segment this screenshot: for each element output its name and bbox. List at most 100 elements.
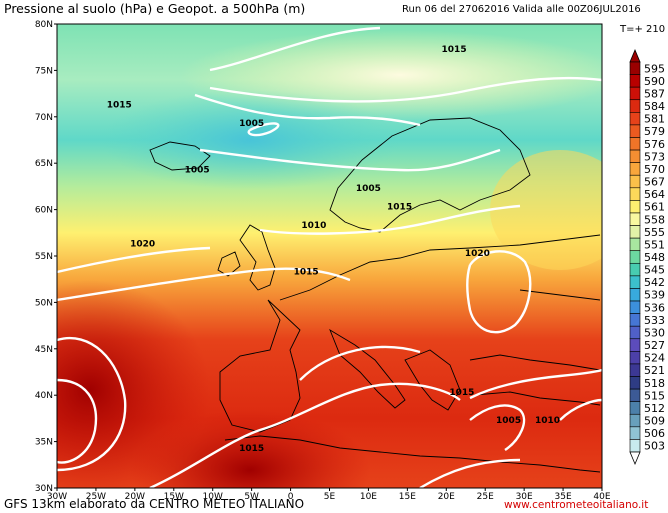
legend-value: 551 [644, 238, 665, 251]
lat-label: 50N [35, 298, 53, 308]
legend-value: 536 [644, 301, 665, 314]
lon-label: 25E [477, 492, 494, 502]
isobar-label: 1010 [301, 221, 326, 231]
lon-label: 35E [555, 492, 572, 502]
legend-swatch [629, 212, 641, 226]
legend-value: 581 [644, 113, 665, 126]
legend-swatch [629, 61, 641, 75]
isobar-label: 1005 [239, 119, 264, 129]
legend-value: 548 [644, 251, 665, 264]
lat-label: 80N [35, 20, 53, 30]
legend-swatch [629, 174, 641, 189]
legend-swatch [629, 388, 641, 402]
legend-value: 521 [644, 364, 665, 377]
legend-value: 558 [644, 213, 665, 226]
lat-label: 45N [35, 345, 53, 355]
lon-label: 20E [438, 492, 455, 502]
legend-swatch [629, 124, 641, 138]
isobar-label: 1015 [387, 203, 412, 213]
legend-swatch [629, 86, 641, 101]
legend-swatch [629, 237, 641, 252]
lon-label: 20W [125, 492, 145, 502]
legend-value: 567 [644, 176, 665, 189]
legend-value: 503 [644, 440, 665, 453]
legend-swatch [629, 262, 641, 277]
lon-label: 30W [47, 492, 67, 502]
legend-swatch [629, 225, 641, 239]
legend-arrow-bottom [629, 451, 641, 466]
map-title: Pressione al suolo (hPa) e Geopot. a 500… [4, 1, 306, 16]
legend-swatch [629, 288, 641, 302]
legend-value: 561 [644, 201, 665, 214]
lat-label: 55N [35, 252, 53, 262]
legend-swatch [629, 149, 641, 163]
legend-value: 545 [644, 264, 665, 277]
legend-value: 533 [644, 314, 665, 327]
isobar-label: 1005 [185, 165, 210, 175]
lon-label: 40E [593, 492, 610, 502]
legend-value: 542 [644, 276, 665, 289]
lat-label: 30N [35, 484, 53, 494]
lon-label: 5W [244, 492, 259, 502]
lon-label: 0 [288, 492, 294, 502]
isobar-label: 1015 [294, 268, 319, 278]
legend-swatch [629, 74, 641, 88]
legend-value: 518 [644, 377, 665, 390]
legend-swatch [629, 338, 641, 352]
lat-label: 40N [35, 391, 53, 401]
lat-label: 65N [35, 159, 53, 169]
isobar-label: 1015 [239, 444, 264, 454]
isobar-label: 1015 [449, 388, 474, 398]
isobar-lines [57, 26, 602, 488]
run-info: Run 06 del 27062016 Valida alle 00Z06JUL… [402, 4, 641, 15]
isobar-label: 1020 [130, 240, 155, 250]
footer-credit: GFS 13km elaborato da CENTRO METEO ITALI… [4, 497, 305, 511]
footer-website[interactable]: www.centrometeoitaliano.it [504, 499, 649, 511]
legend-value: 524 [644, 352, 665, 365]
isobar-label: 1015 [107, 101, 132, 111]
legend-value: 587 [644, 87, 665, 100]
legend-value: 595 [644, 62, 665, 75]
legend-value: 515 [644, 389, 665, 402]
isobar-label: 1005 [356, 184, 381, 194]
isobar-label: 1010 [535, 416, 560, 426]
legend-swatch [629, 99, 641, 113]
isobar-label: 1005 [496, 416, 521, 426]
lon-label: 5E [324, 492, 336, 502]
legend-swatch [629, 162, 641, 176]
legend-value: 539 [644, 289, 665, 302]
legend-swatch [629, 250, 641, 264]
legend-value: 506 [644, 427, 665, 440]
lon-label: 10W [203, 492, 223, 502]
legend-swatch [629, 439, 641, 453]
isobar-label: 1020 [465, 249, 490, 259]
lon-label: 30E [516, 492, 533, 502]
legend-value: 530 [644, 326, 665, 339]
legend-value: 590 [644, 75, 665, 88]
lat-label: 60N [35, 206, 53, 216]
legend-swatch [629, 351, 641, 365]
lon-label: 10E [360, 492, 377, 502]
legend-swatch [629, 187, 641, 201]
legend-swatch [629, 363, 641, 377]
legend-swatch [629, 376, 641, 390]
legend-swatch [629, 200, 641, 214]
legend-value: 576 [644, 138, 665, 151]
legend-swatch [629, 300, 641, 314]
legend-swatch [629, 413, 641, 428]
color-legend: 5955905875845815795765735705675645615585… [629, 48, 665, 466]
legend-arrow-top [629, 48, 641, 63]
legend-swatch [629, 137, 641, 151]
lat-label: 75N [35, 66, 53, 76]
lon-label: 15E [399, 492, 416, 502]
forecast-step: T=+ 210 [620, 24, 666, 35]
legend-value: 579 [644, 125, 665, 138]
lat-label: 35N [35, 438, 53, 448]
legend-value: 509 [644, 415, 665, 428]
legend-swatch [629, 275, 641, 289]
legend-value: 570 [644, 163, 665, 176]
legend-swatch [629, 325, 641, 340]
legend-value: 555 [644, 226, 665, 239]
lon-label: 15W [164, 492, 184, 502]
